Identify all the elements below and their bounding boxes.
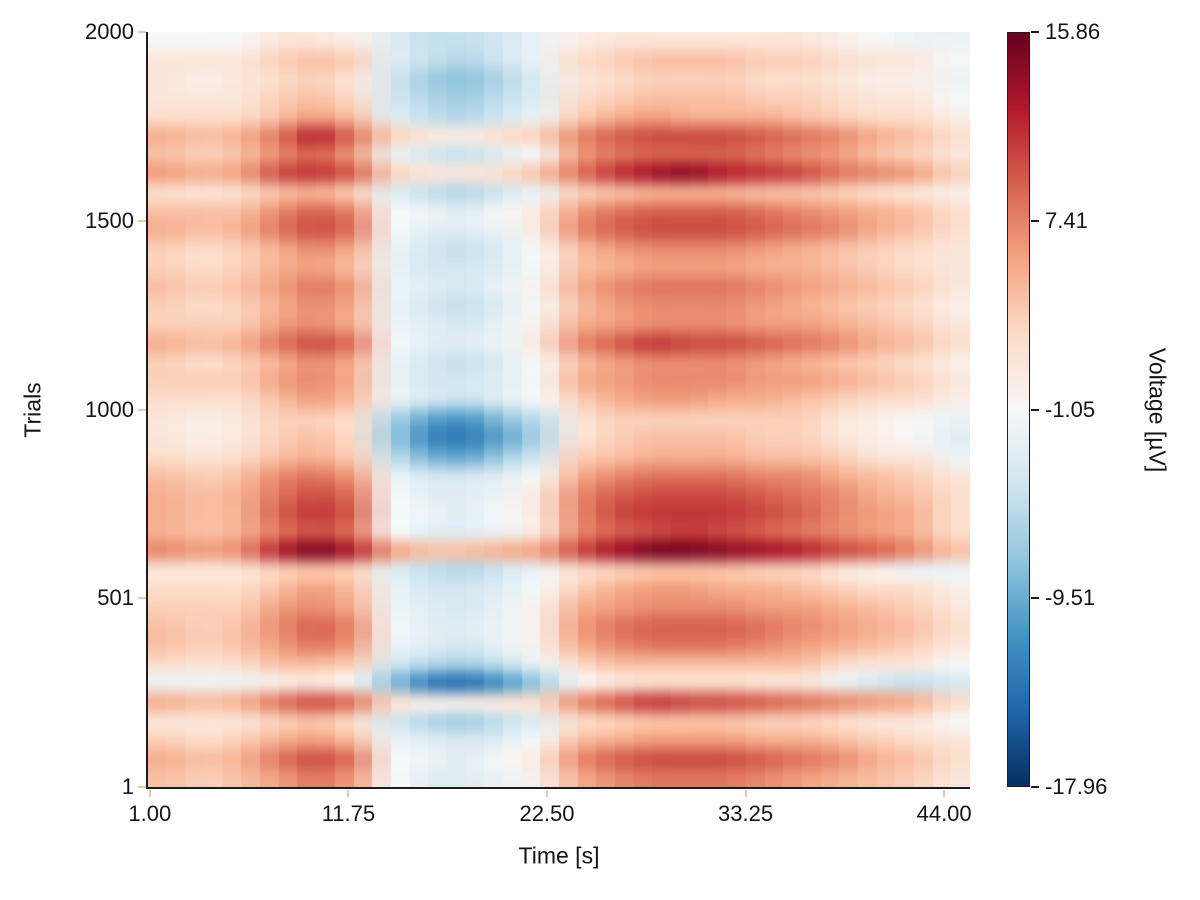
colorbar	[1007, 32, 1030, 787]
y-tick-label: 1	[121, 773, 134, 799]
x-tick-mark	[943, 790, 946, 797]
colorbar-label: Voltage [µV]	[1144, 347, 1171, 473]
y-axis-label: Trials	[19, 382, 46, 438]
y-tick-mark	[138, 597, 146, 600]
y-tick-mark	[138, 219, 146, 222]
colorbar-tick-mark	[1031, 786, 1039, 788]
heatmap-image	[148, 32, 970, 787]
x-tick-label: 22.50	[519, 801, 575, 826]
colorbar-tick-mark	[1031, 408, 1039, 411]
y-tick-label: 501	[97, 585, 134, 611]
y-tick-mark	[138, 785, 146, 788]
x-tick-label: 33.25	[718, 801, 774, 826]
y-tick-label: 1500	[85, 207, 134, 233]
x-tick-label: 44.00	[916, 801, 972, 826]
x-tick-label: 1.00	[128, 801, 172, 826]
colorbar-tick-label: 7.41	[1045, 207, 1088, 233]
x-tick-mark	[744, 790, 747, 797]
y-tick-label: 1000	[85, 396, 134, 422]
y-tick-label: 2000	[85, 19, 134, 45]
x-tick-mark	[148, 790, 151, 797]
y-tick-mark	[138, 31, 146, 34]
colorbar-tick-label: -9.51	[1045, 585, 1096, 611]
y-axis-spine	[146, 32, 149, 789]
colorbar-tick-mark	[1031, 31, 1039, 33]
colorbar-tick-mark	[1031, 219, 1039, 222]
x-tick-mark	[347, 790, 350, 797]
x-tick-mark	[545, 790, 548, 797]
x-axis-spine	[146, 787, 970, 790]
colorbar-tick-label: 15.86	[1045, 19, 1101, 44]
y-tick-mark	[138, 408, 146, 411]
x-axis-label: Time [s]	[518, 842, 600, 869]
colorbar-tick-label: -17.96	[1045, 774, 1108, 799]
colorbar-tick-label: -1.05	[1045, 396, 1096, 422]
x-tick-label: 11.75	[321, 801, 376, 826]
colorbar-tick-mark	[1031, 597, 1039, 600]
